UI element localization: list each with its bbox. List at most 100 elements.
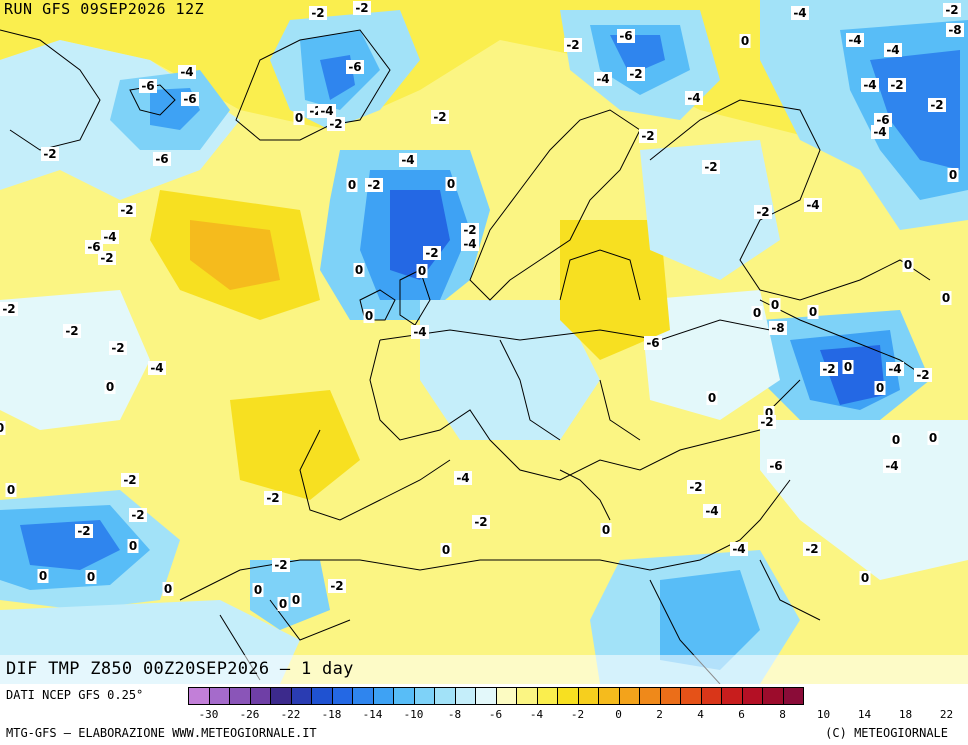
contour-label: 0: [602, 523, 610, 537]
contour-label-bg: [431, 110, 449, 124]
contour-label-bg: [874, 113, 892, 127]
contour-label: 0: [771, 298, 779, 312]
contour-label: -4: [150, 361, 163, 375]
contour-label: -2: [760, 415, 773, 429]
color-swatch: [516, 687, 537, 705]
contour-label: -6: [141, 79, 154, 93]
contour-label: -2: [822, 362, 835, 376]
contour-label-bg: [703, 504, 721, 518]
color-swatch: [188, 687, 209, 705]
contour-label-bg: [75, 524, 93, 538]
contour-label-bg: [902, 258, 914, 272]
contour-label-bg: [947, 168, 959, 182]
contour-label-bg: [846, 33, 864, 47]
color-bar-tick-label: -22: [280, 708, 301, 721]
contour-label: -8: [948, 23, 961, 37]
contour-label: -2: [704, 160, 717, 174]
contour-label-bg: [702, 160, 720, 174]
contour-label: -2: [111, 341, 124, 355]
contour-label-bg: [751, 306, 763, 320]
contour-label-bg: [886, 362, 904, 376]
contour-label-bg: [687, 480, 705, 494]
contour-label: 0: [365, 309, 373, 323]
footer-copyright: (C) METEOGIORNALE: [825, 726, 948, 740]
contour-label: -4: [596, 72, 609, 86]
color-swatch: [639, 687, 660, 705]
contour-label-bg: [600, 523, 612, 537]
contour-label: 0: [708, 391, 716, 405]
color-swatch: [352, 687, 373, 705]
contour-label: -4: [873, 125, 886, 139]
contour-label: -4: [456, 471, 469, 485]
color-bar-tick-label: 18: [898, 708, 913, 721]
contour-label: -6: [876, 113, 889, 127]
color-bar-tick-label: 8: [779, 708, 786, 721]
contour-label-bg: [883, 459, 901, 473]
color-swatch: [413, 687, 434, 705]
contour-label: 0: [418, 264, 426, 278]
contour-label-bg: [769, 298, 781, 312]
contour-label-bg: [767, 459, 785, 473]
contour-label: -2: [266, 491, 279, 505]
contour-label: -6: [619, 29, 632, 43]
contour-label-bg: [309, 6, 327, 20]
contour-label-bg: [264, 491, 282, 505]
contour-label-bg: [946, 23, 964, 37]
contour-label: 0: [164, 582, 172, 596]
contour-label-bg: [943, 3, 961, 17]
contour-label: -4: [848, 33, 861, 47]
contour-label-bg: [41, 147, 59, 161]
contour-label-bg: [127, 539, 139, 553]
contour-label-bg: [104, 380, 116, 394]
field-title: DIF TMP Z850 00Z20SEP2026 — 1 day: [0, 655, 968, 684]
contour-label: -4: [888, 362, 901, 376]
contour-label-bg: [121, 473, 139, 487]
color-swatch: [495, 687, 516, 705]
contour-label: -4: [687, 91, 700, 105]
contour-label-bg: [139, 79, 157, 93]
contour-label-bg: [842, 360, 854, 374]
contour-label-bg: [85, 570, 97, 584]
contour-label: 0: [87, 570, 95, 584]
contour-label-bg: [888, 78, 906, 92]
contour-label-bg: [461, 223, 479, 237]
contour-label: 0: [39, 569, 47, 583]
color-bar-tick-label: 4: [697, 708, 704, 721]
contour-label: -2: [641, 129, 654, 143]
contour-label: 0: [442, 543, 450, 557]
contour-label: 0: [942, 291, 950, 305]
color-swatch: [229, 687, 250, 705]
color-bar-tick-label: 22: [939, 708, 954, 721]
contour-label-bg: [685, 91, 703, 105]
contour-label: -2: [367, 178, 380, 192]
color-swatch: [659, 687, 680, 705]
contour-label-bg: [763, 406, 775, 420]
color-swatch: [372, 687, 393, 705]
color-bar-tick-label: -26: [239, 708, 260, 721]
contour-label: -4: [413, 325, 426, 339]
contour-label: -2: [43, 147, 56, 161]
contour-label-bg: [353, 263, 365, 277]
contour-label: 0: [861, 571, 869, 585]
contour-label-bg: [85, 240, 103, 254]
color-bar-tick-label: -14: [362, 708, 383, 721]
contour-label-bg: [327, 117, 345, 131]
contour-label-bg: [454, 471, 472, 485]
contour-label-bg: [807, 305, 819, 319]
contour-label: 0: [904, 258, 912, 272]
contour-label-bg: [148, 361, 166, 375]
contour-label: -4: [793, 6, 806, 20]
contour-label: 0: [753, 306, 761, 320]
contour-label: -4: [463, 237, 476, 251]
contour-label: 0: [292, 593, 300, 607]
color-swatch: [577, 687, 598, 705]
contour-label: 0: [355, 263, 363, 277]
contour-label-bg: [820, 362, 838, 376]
contour-label-bg: [181, 92, 199, 106]
contour-label-bg: [871, 125, 889, 139]
contour-label-bg: [874, 381, 886, 395]
contour-label: -4: [705, 504, 718, 518]
color-swatch: [782, 687, 804, 705]
color-swatch: [249, 687, 270, 705]
contour-label: -2: [756, 205, 769, 219]
